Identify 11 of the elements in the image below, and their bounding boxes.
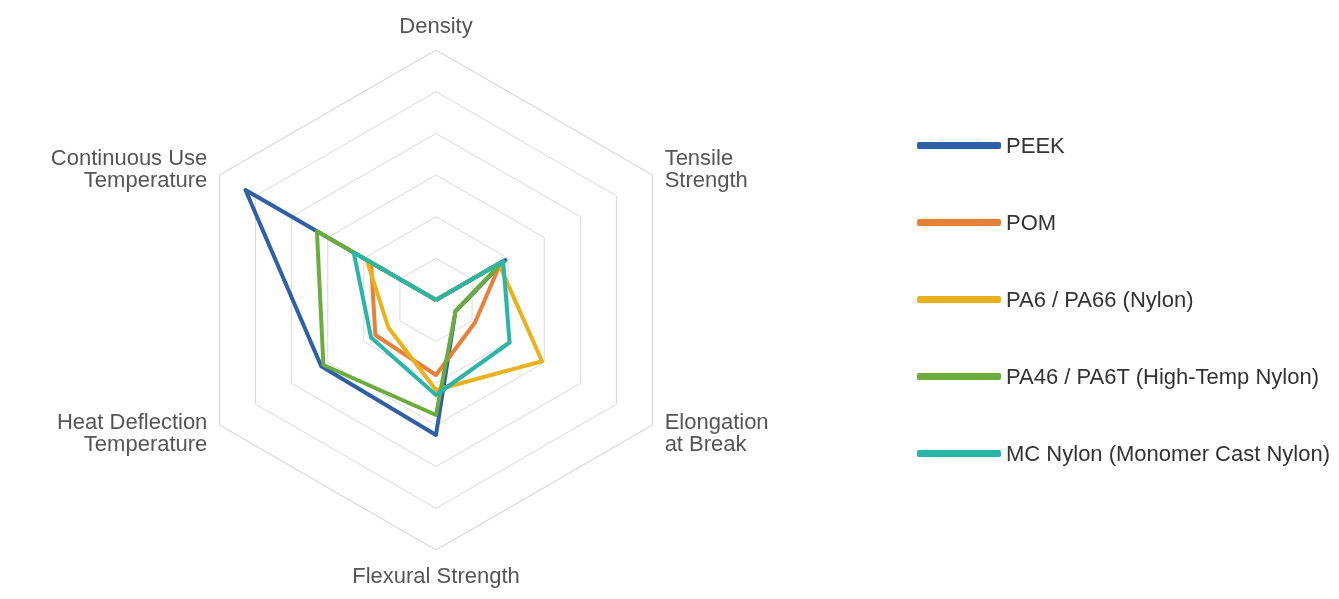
spoke-label: Elongation at Break (664, 408, 769, 456)
spoke-label: Density (399, 12, 473, 38)
legend-label: PA6 / PA66 (Nylon) (1006, 287, 1194, 312)
legend-label: PEEK (1006, 133, 1066, 158)
spoke-label: Heat Deflection Temperature (56, 408, 208, 456)
spoke-label: Continuous Use Temperature (50, 144, 208, 192)
spoke-label: Tensile Strength (664, 144, 748, 192)
spoke-label: Flexural Strength (352, 562, 520, 588)
legend-label: POM (1006, 210, 1057, 235)
legend-label: PA46 / PA6T (High-Temp Nylon) (1006, 364, 1320, 389)
legend-label: MC Nylon (Monomer Cast Nylon) (1006, 441, 1331, 466)
